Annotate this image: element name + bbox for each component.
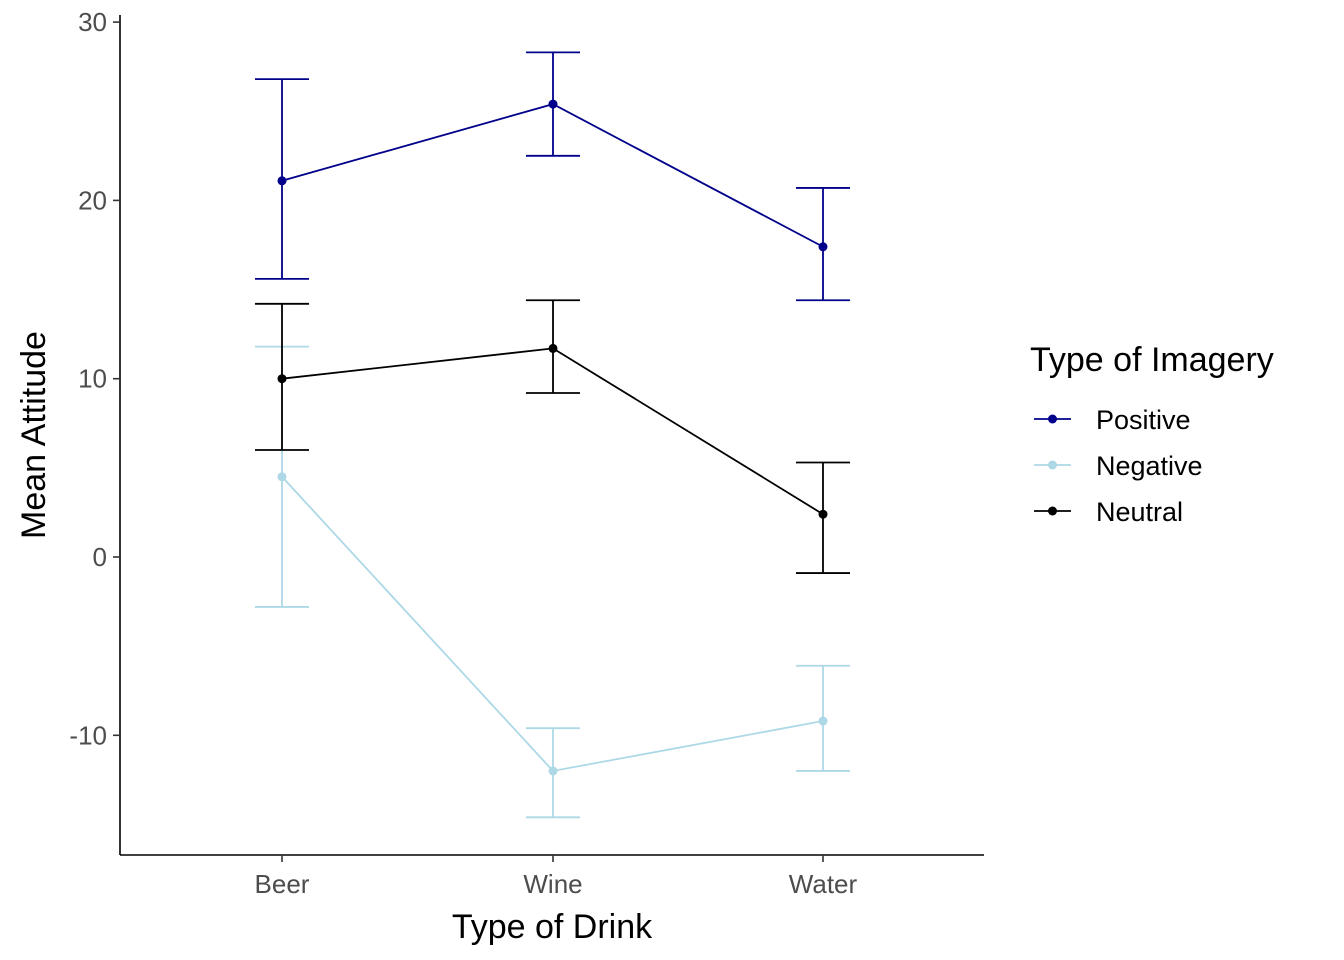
- data-point: [277, 472, 287, 482]
- y-axis-title: Mean Attitude: [15, 331, 53, 539]
- series-neutral: [255, 299, 850, 574]
- series-negative: [255, 345, 850, 819]
- data-point: [548, 766, 558, 776]
- legend-key-point: [1048, 460, 1057, 470]
- x-tick-label: Beer: [255, 869, 310, 899]
- x-axis-title: Type of Drink: [452, 908, 653, 946]
- series-positive: [255, 51, 850, 302]
- x-ticks: Beer Wine Water: [255, 855, 858, 899]
- data-point: [548, 343, 558, 353]
- x-tick-label: Water: [789, 869, 858, 899]
- data-point: [277, 176, 287, 186]
- legend-item-positive: Positive: [1034, 405, 1191, 435]
- legend-key-point: [1048, 506, 1057, 516]
- x-tick-label: Wine: [523, 869, 582, 899]
- legend-label: Positive: [1096, 405, 1191, 435]
- legend-key-point: [1048, 414, 1057, 424]
- legend-item-negative: Negative: [1034, 451, 1203, 481]
- data-point: [277, 374, 287, 384]
- series-line: [281, 476, 824, 772]
- data-point: [818, 716, 828, 726]
- plot-marks: [255, 51, 850, 819]
- y-tick-label: 20: [78, 185, 107, 215]
- legend-label: Negative: [1096, 451, 1203, 481]
- legend-item-neutral: Neutral: [1034, 497, 1183, 527]
- legend-title: Type of Imagery: [1030, 341, 1274, 379]
- y-ticks: -10 0 10 20 30: [69, 7, 120, 750]
- y-tick-label: 30: [78, 7, 107, 37]
- data-point: [548, 99, 558, 109]
- y-tick-label: -10: [69, 720, 107, 750]
- data-point: [818, 242, 828, 252]
- y-tick-label: 10: [78, 364, 107, 394]
- legend: Positive Negative Neutral: [1034, 405, 1203, 527]
- data-point: [818, 509, 828, 519]
- y-tick-label: 0: [93, 542, 107, 572]
- legend-label: Neutral: [1096, 497, 1183, 527]
